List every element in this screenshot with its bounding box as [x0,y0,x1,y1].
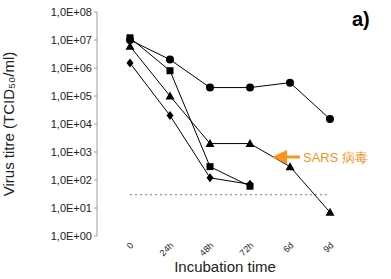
y-tick [94,68,97,69]
y-tick [94,124,97,125]
y-tick-label: 1,0E+02 [51,174,92,186]
marker [207,163,214,170]
panel-label: a) [352,8,370,30]
marker [286,79,294,87]
marker [126,42,135,50]
y-tick [94,152,97,153]
marker [326,115,334,123]
chart: 1,0E+00 1,0E+01 1,0E+02 1,0E+03 1,0E+04 1,0E+… [0,0,391,279]
y-tick [94,12,97,13]
marker [167,111,174,120]
marker [247,180,254,189]
marker [167,67,174,74]
y-tick-label: 1,0E+04 [51,118,92,130]
y-tick-label: 1,0E+03 [51,146,92,158]
marker [206,84,214,92]
x-axis-label: Incubation time [174,258,276,275]
x-tick-label: 0 [125,240,136,251]
y-tick [94,40,97,41]
plot-area [126,34,335,216]
y-tick [94,208,97,209]
annotation-label: SARS 病毒 [303,150,368,165]
marker [127,59,134,68]
annotation-arrow [286,156,300,159]
y-tick-label: 1,0E+06 [51,62,92,74]
y-tick-label: 1,0E+08 [51,6,92,18]
marker [246,84,254,92]
annotation-arrow-head [272,150,287,164]
y-axis-label: Virus titre (TCID₅₀/ml) [0,52,17,197]
x-tick-label: 24h [158,240,176,258]
y-tick [94,96,97,97]
y-tick [94,180,97,181]
y-tick-label: 1,0E+00 [51,230,92,242]
marker [326,208,335,216]
marker [206,139,215,147]
y-tick-label: 1,0E+07 [51,34,92,46]
x-tick-label: 9d [321,240,335,254]
series-line [130,38,250,186]
marker [166,56,174,64]
y-tick [94,236,97,237]
chart-container: 1,0E+00 1,0E+01 1,0E+02 1,0E+03 1,0E+04 1,0E+… [0,0,391,279]
marker [127,34,134,41]
x-tick-label: 6d [281,240,295,254]
series-line [130,63,250,184]
marker [166,92,175,100]
x-tick-label: 48h [198,240,216,258]
x-tick-label: 72h [238,240,256,258]
marker [207,173,214,182]
series-line [130,46,330,212]
series-line [130,194,330,195]
series-line [130,40,330,119]
y-tick-label: 1,0E+01 [51,202,92,214]
marker [246,139,255,147]
y-tick-label: 1,0E+05 [51,90,92,102]
